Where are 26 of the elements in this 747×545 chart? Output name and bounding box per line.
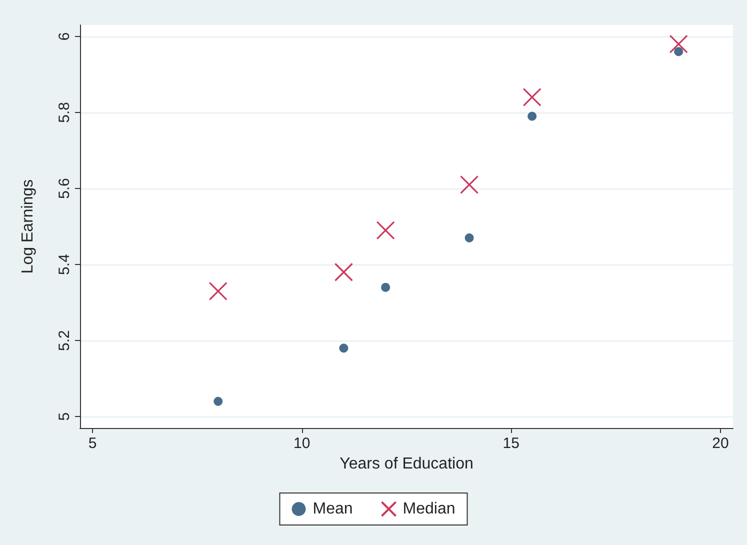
x-tick-label: 5	[88, 435, 97, 452]
point	[669, 34, 688, 54]
point	[528, 112, 537, 121]
point	[522, 88, 542, 107]
point	[208, 282, 228, 300]
x-tick-label: 15	[502, 435, 520, 452]
point	[339, 344, 348, 353]
y-tick-label: 5	[56, 412, 73, 421]
point	[381, 282, 390, 292]
y-axis-title: Log Earnings	[20, 179, 36, 274]
legend-label: Median	[402, 500, 456, 518]
y-tick-label: 5.8	[56, 102, 73, 123]
point	[334, 262, 354, 282]
point	[464, 233, 474, 242]
y-tick-label: 5.2	[56, 330, 73, 351]
point	[460, 175, 479, 194]
point	[674, 47, 684, 56]
x-tick-label: 10	[294, 435, 310, 452]
y-tick-label: 6	[56, 32, 73, 41]
point	[376, 221, 395, 240]
x-tick-label: 20	[712, 435, 729, 452]
legend-label: Mean	[312, 500, 353, 518]
x-axis-title: Years of Education	[340, 455, 474, 472]
y-tick-label: 5.6	[56, 178, 73, 199]
y-tick-label: 5.4	[56, 254, 73, 275]
point	[214, 396, 223, 406]
